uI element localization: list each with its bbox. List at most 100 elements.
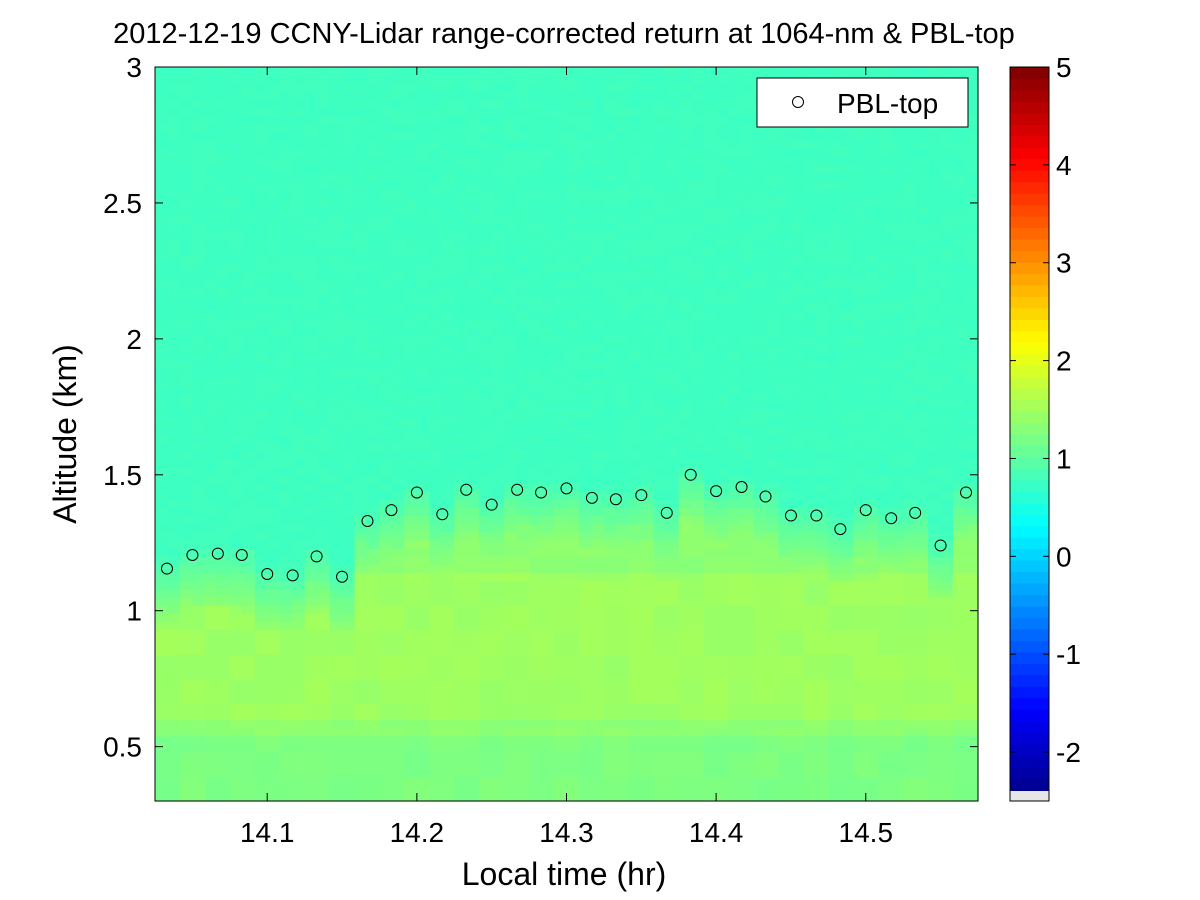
- heatmap-cell: [840, 752, 854, 761]
- heatmap-cell: [229, 360, 243, 370]
- heatmap-cell: [217, 205, 231, 215]
- heatmap-cell: [591, 287, 605, 296]
- heatmap-cell: [641, 597, 655, 606]
- heatmap-cell: [678, 376, 692, 386]
- heatmap-cell: [703, 662, 717, 672]
- heatmap-cell: [578, 621, 593, 631]
- heatmap-cell: [354, 548, 368, 557]
- heatmap-cell: [678, 270, 692, 280]
- heatmap-cell: [429, 466, 443, 476]
- heatmap-cell: [155, 246, 169, 256]
- heatmap-cell: [366, 132, 381, 141]
- heatmap-cell: [803, 173, 817, 182]
- heatmap-cell: [703, 605, 717, 615]
- heatmap-cell: [192, 629, 206, 639]
- heatmap-cell: [628, 368, 642, 378]
- heatmap-cell: [628, 311, 642, 321]
- heatmap-cell: [167, 262, 181, 272]
- heatmap-cell: [204, 743, 218, 753]
- heatmap-cell: [204, 686, 218, 696]
- heatmap-cell: [716, 417, 730, 427]
- heatmap-cell: [491, 450, 505, 460]
- heatmap-cell: [641, 784, 655, 794]
- heatmap-cell: [416, 572, 430, 582]
- heatmap-cell: [678, 678, 692, 688]
- heatmap-cell: [491, 344, 505, 354]
- heatmap-cell: [242, 458, 256, 468]
- heatmap-cell: [691, 662, 705, 672]
- heatmap-cell: [329, 75, 343, 84]
- heatmap-cell: [366, 540, 381, 549]
- heatmap-cell: [691, 507, 705, 517]
- heatmap-cell: [242, 124, 256, 133]
- heatmap-cell: [603, 270, 617, 280]
- heatmap-cell: [429, 621, 443, 631]
- heatmap-cell: [628, 132, 642, 141]
- heatmap-cell: [815, 662, 829, 672]
- heatmap-cell: [491, 107, 505, 117]
- heatmap-cell: [504, 792, 518, 802]
- heatmap-cell: [179, 262, 194, 272]
- heatmap-cell: [741, 637, 755, 647]
- heatmap-cell: [441, 115, 455, 125]
- heatmap-cell: [254, 67, 268, 76]
- heatmap-cell: [192, 523, 206, 533]
- heatmap-cell: [628, 124, 642, 133]
- heatmap-cell: [267, 360, 281, 370]
- heatmap-cell: [491, 474, 505, 484]
- heatmap-cell: [279, 344, 293, 354]
- heatmap-cell: [279, 319, 293, 329]
- heatmap-cell: [454, 417, 468, 427]
- heatmap-cell: [317, 792, 331, 802]
- heatmap-cell: [229, 148, 243, 158]
- heatmap-cell: [516, 262, 530, 272]
- heatmap-cell: [366, 344, 381, 354]
- heatmap-cell: [603, 605, 617, 615]
- heatmap-cell: [803, 442, 817, 451]
- heatmap-cell: [666, 515, 680, 525]
- heatmap-cell: [441, 327, 455, 337]
- heatmap-cell: [691, 597, 705, 606]
- heatmap-cell: [304, 311, 318, 321]
- heatmap-cell: [354, 311, 368, 321]
- heatmap-cell: [691, 311, 705, 321]
- heatmap-cell: [192, 401, 206, 411]
- heatmap-cell: [317, 564, 331, 574]
- heatmap-cell: [466, 319, 480, 329]
- heatmap-cell: [778, 262, 792, 272]
- heatmap-cell: [404, 442, 418, 451]
- heatmap-cell: [803, 515, 817, 525]
- heatmap-cell: [591, 197, 605, 207]
- heatmap-cell: [317, 572, 331, 582]
- heatmap-cell: [267, 670, 281, 680]
- heatmap-cell: [317, 588, 331, 598]
- heatmap-cell: [840, 694, 854, 704]
- heatmap-cell: [728, 784, 742, 794]
- heatmap-cell: [217, 360, 231, 370]
- heatmap-cell: [466, 246, 480, 256]
- heatmap-cell: [317, 670, 331, 680]
- heatmap-cell: [279, 784, 293, 794]
- heatmap-cell: [628, 254, 642, 264]
- heatmap-cell: [678, 743, 692, 753]
- heatmap-cell: [703, 336, 717, 345]
- heatmap-cell: [441, 654, 455, 663]
- heatmap-cell: [204, 164, 218, 174]
- heatmap-cell: [329, 605, 343, 615]
- heatmap-cell: [267, 91, 281, 101]
- heatmap-cell: [541, 99, 555, 109]
- heatmap-cell: [790, 409, 805, 419]
- heatmap-cell: [242, 686, 256, 696]
- heatmap-cell: [479, 768, 493, 778]
- heatmap-cell: [192, 466, 206, 476]
- heatmap-cell: [766, 368, 780, 378]
- heatmap-cell: [354, 588, 368, 598]
- heatmap-cell: [828, 442, 842, 451]
- heatmap-cell: [716, 344, 730, 354]
- heatmap-cell: [366, 637, 381, 647]
- heatmap-cell: [516, 531, 530, 541]
- heatmap-cell: [566, 637, 580, 647]
- heatmap-cell: [578, 694, 593, 704]
- heatmap-cell: [803, 164, 817, 174]
- heatmap-cell: [254, 148, 268, 158]
